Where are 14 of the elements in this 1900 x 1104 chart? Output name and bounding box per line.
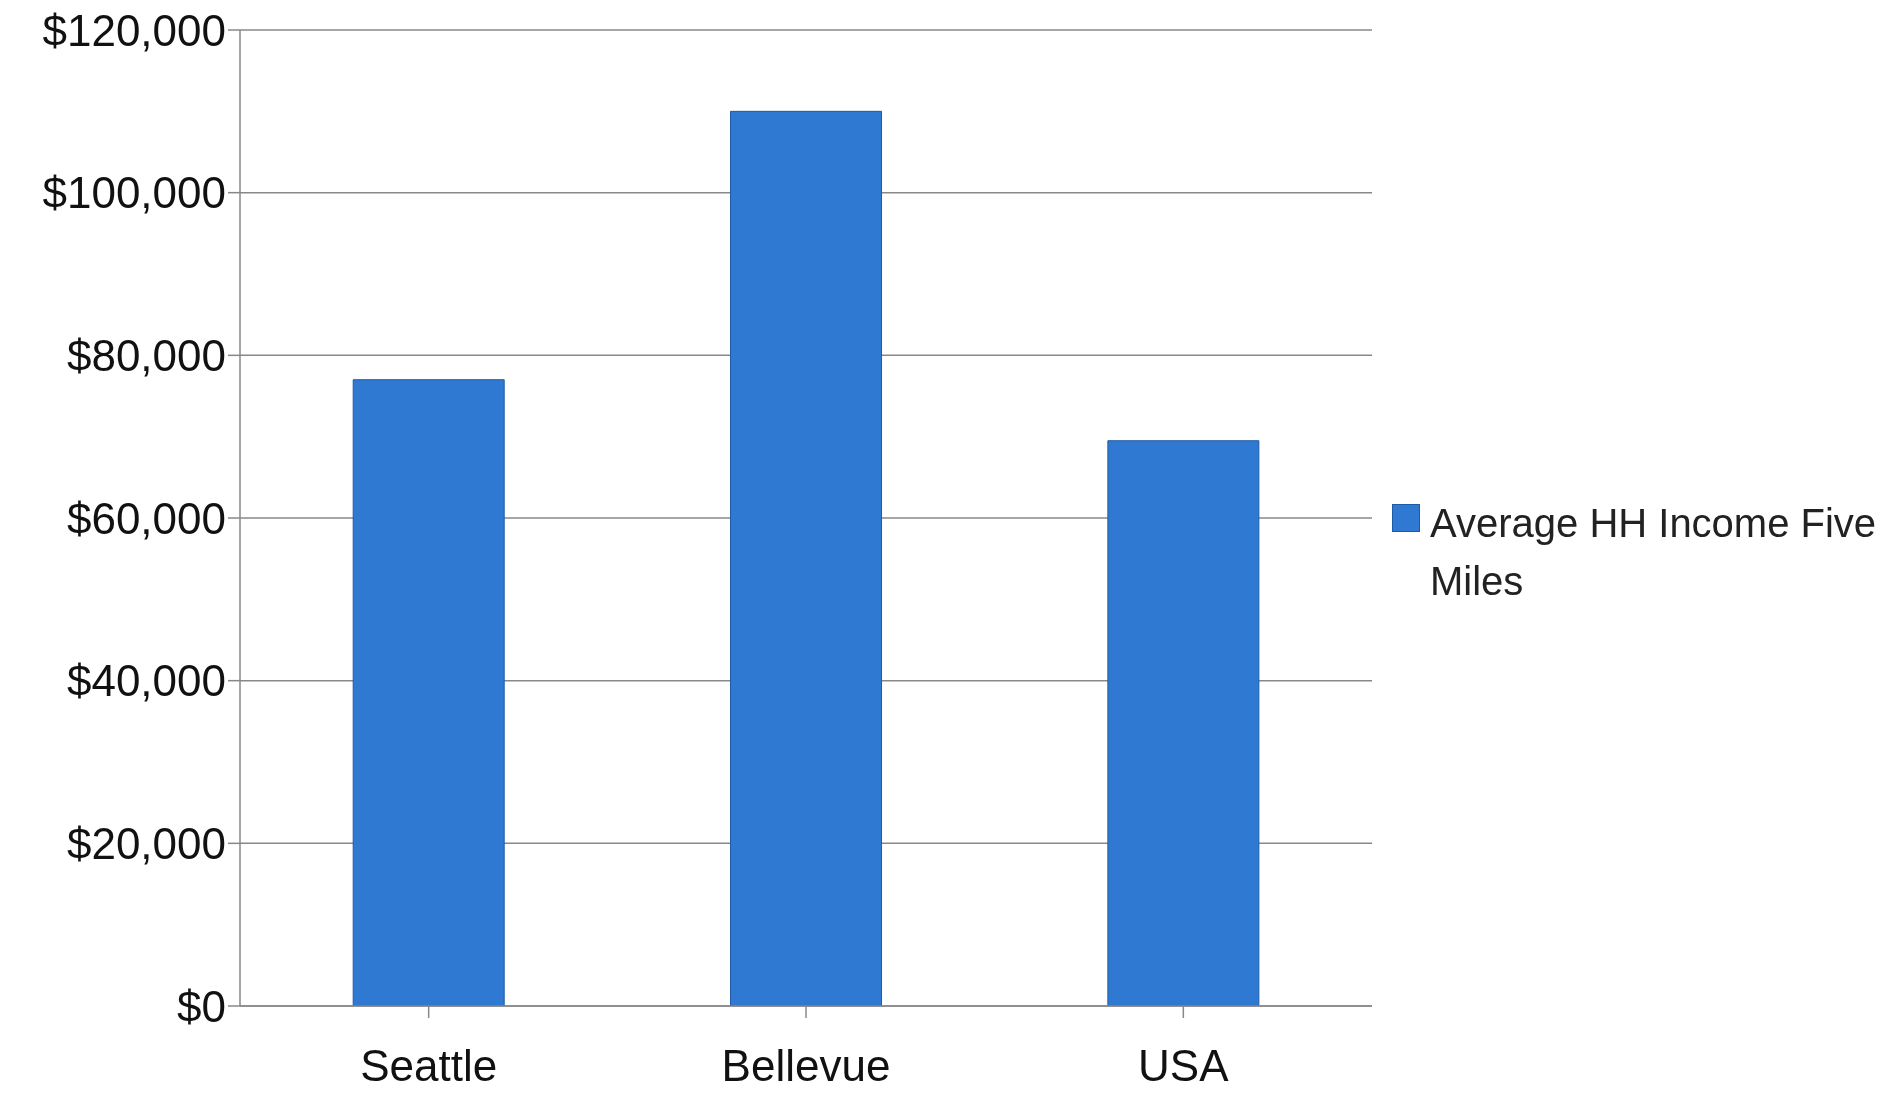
x-tick-label: Seattle — [360, 1041, 498, 1091]
bar — [1107, 440, 1260, 1006]
bar — [352, 379, 505, 1006]
x-tick-label: Bellevue — [721, 1041, 891, 1091]
y-tick-label: $20,000 — [66, 818, 226, 868]
y-tick-label: $0 — [177, 981, 226, 1031]
x-tick-label: USA — [1138, 1041, 1230, 1091]
bar — [730, 110, 883, 1006]
y-tick-label: $120,000 — [42, 5, 226, 55]
y-tick-label: $40,000 — [66, 656, 226, 706]
y-tick-label: $60,000 — [66, 493, 226, 543]
y-tick-label: $80,000 — [66, 330, 226, 380]
y-tick-label: $100,000 — [42, 168, 226, 218]
legend-label: Average HH Income Five Miles — [1430, 500, 1878, 605]
